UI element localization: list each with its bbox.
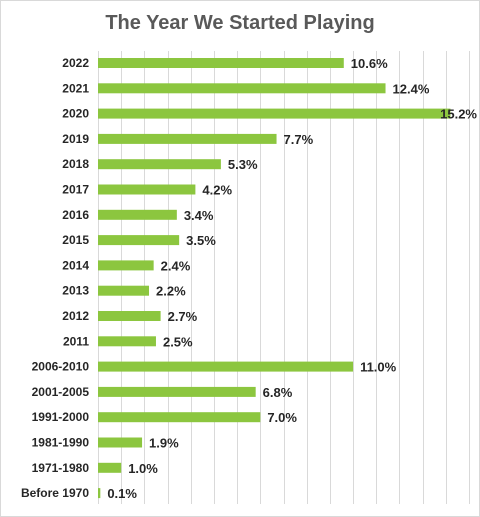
category-label-6: 2016 [62,208,89,222]
gridlines [98,51,470,504]
category-label-10: 2012 [62,309,89,323]
data-label-4: 5.3% [228,157,258,172]
bar-13 [98,386,256,397]
bar-7 [98,235,180,246]
bar-17 [98,488,101,499]
data-label-15: 1.9% [149,436,179,451]
data-label-11: 2.5% [163,334,193,349]
category-label-17: Before 1970 [21,486,89,500]
category-label-14: 1991-2000 [32,410,90,424]
bar-11 [98,336,156,347]
data-label-3: 7.7% [284,132,314,147]
data-label-7: 3.5% [186,233,216,248]
category-label-9: 2013 [62,284,89,298]
category-label-5: 2017 [62,183,89,197]
category-label-8: 2014 [62,258,89,272]
bar-12 [98,361,354,372]
category-label-15: 1981-1990 [32,436,90,450]
bar-15 [98,437,143,448]
category-label-12: 2006-2010 [32,360,90,374]
category-label-16: 1971-1980 [32,461,90,475]
bar-1 [98,83,386,94]
data-labels: 10.6% 12.4% 15.2% 7.7% 5.3% 4.2% 3.4% 3.5% 2.4% 2… [107,56,477,501]
data-label-1: 12.4% [393,81,430,96]
chart-title: The Year We Started Playing [105,12,374,34]
bars [98,58,451,499]
bar-4 [98,159,221,170]
bar-9 [98,285,150,296]
data-label-14: 7.0% [267,410,297,425]
bar-3 [98,133,277,144]
category-label-2: 2020 [62,107,89,121]
data-label-5: 4.2% [202,183,232,198]
bar-5 [98,184,196,195]
category-label-0: 2022 [62,56,89,70]
category-label-11: 2011 [63,334,89,348]
category-label-13: 2001-2005 [32,385,90,399]
bar-14 [98,412,261,423]
data-label-12: 11.0% [360,360,397,375]
data-label-8: 2.4% [161,258,191,273]
data-label-0: 10.6% [351,56,388,71]
category-label-3: 2019 [62,132,89,146]
data-label-2: 15.2% [440,107,477,122]
bar-0 [98,58,344,68]
data-label-16: 1.0% [128,461,158,476]
data-label-13: 6.8% [263,385,293,400]
bar-6 [98,209,177,220]
category-label-1: 2021 [62,81,89,95]
category-label-7: 2015 [62,233,89,247]
bar-16 [98,462,122,473]
data-label-6: 3.4% [184,208,214,223]
category-tick-labels: 2022 2021 2020 2019 2018 2017 2016 2015 2014 2013… [21,56,89,500]
data-label-10: 2.7% [168,309,198,324]
bar-8 [98,260,154,271]
data-label-17: 0.1% [107,486,137,501]
bar-2 [98,108,451,119]
category-label-4: 2018 [62,157,89,171]
data-label-9: 2.2% [156,284,186,299]
bar-10 [98,311,161,321]
